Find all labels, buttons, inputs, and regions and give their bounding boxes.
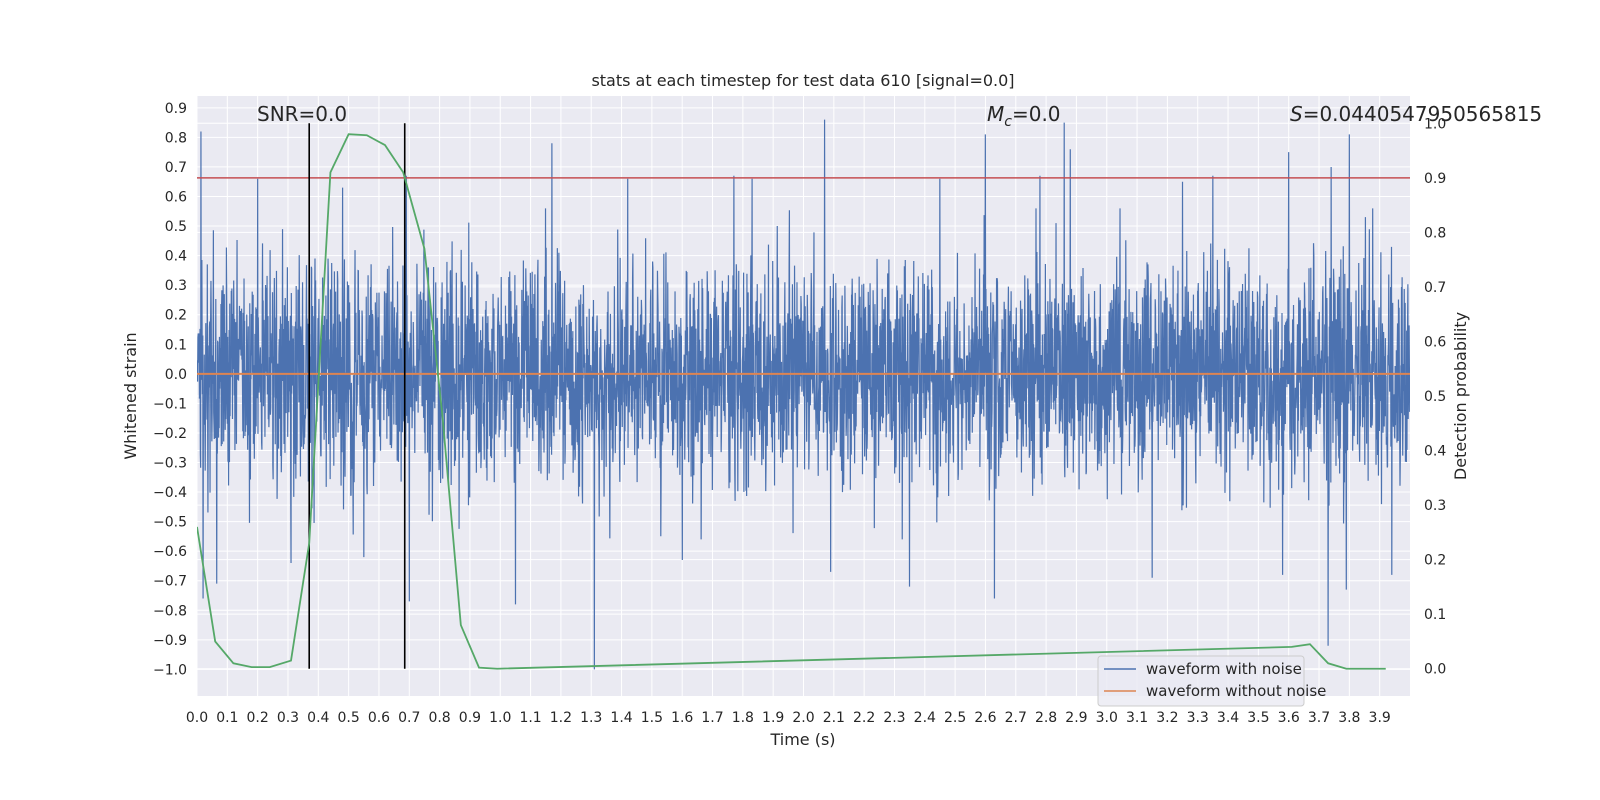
y-tick-label: −0.2 — [153, 426, 187, 442]
x-tick-label: 2.2 — [853, 710, 875, 726]
x-tick-label: 0.1 — [216, 710, 238, 726]
y-tick-label: 0.0 — [165, 367, 187, 383]
x-tick-label: 1.9 — [762, 710, 784, 726]
legend-label-clean: waveform without noise — [1146, 682, 1326, 700]
x-tick-label: 3.4 — [1217, 710, 1239, 726]
y-tick-label: −1.0 — [153, 662, 187, 678]
y2-tick-label: 0.1 — [1424, 607, 1446, 623]
x-tick-label: 1.1 — [519, 710, 541, 726]
y-tick-label: −0.8 — [153, 603, 187, 619]
y2-axis-label: Detection probability — [1451, 312, 1470, 480]
y-tick-label: −0.3 — [153, 456, 187, 472]
x-tick-label: 2.4 — [914, 710, 936, 726]
x-tick-label: 0.7 — [398, 710, 420, 726]
y2-tick-label: 0.4 — [1424, 444, 1446, 460]
chirp-mass-annotation: Mc=0.0 — [987, 102, 1061, 130]
y-tick-label: −0.9 — [153, 633, 187, 649]
y2-tick-label: 0.0 — [1424, 662, 1446, 678]
x-tick-label: 0.4 — [307, 710, 329, 726]
x-tick-label: 2.9 — [1065, 710, 1087, 726]
tick-labels: 0.0 0.1 0.2 0.3 0.4 0.5 0.6 0.7 0.8 0.9 1.0 1.1 1.2 1… — [153, 101, 1446, 726]
x-tick-label: 3.7 — [1308, 710, 1330, 726]
x-tick-label: 1.0 — [489, 710, 511, 726]
series-layer — [197, 119, 1410, 670]
s-annotation: S=0.0440547950565815 — [1290, 102, 1542, 126]
chart-title: stats at each timestep for test data 610… — [591, 71, 1014, 90]
x-tick-label: 3.3 — [1187, 710, 1209, 726]
y-tick-label: 0.7 — [165, 160, 187, 176]
y-tick-label: 0.4 — [165, 249, 187, 265]
x-tick-label: 3.2 — [1156, 710, 1178, 726]
y-tick-label: 0.1 — [165, 337, 187, 353]
y2-tick-label: 0.7 — [1424, 280, 1446, 296]
x-tick-label: 2.1 — [823, 710, 845, 726]
y-tick-label: −0.6 — [153, 544, 187, 560]
y-tick-label: 0.8 — [165, 130, 187, 146]
x-tick-label: 2.3 — [883, 710, 905, 726]
x-tick-label: 1.3 — [580, 710, 602, 726]
y-tick-label: 0.9 — [165, 101, 187, 117]
y-tick-label: 0.3 — [165, 278, 187, 294]
x-tick-label: 3.5 — [1247, 710, 1269, 726]
x-tick-label: 3.9 — [1369, 710, 1391, 726]
x-tick-label: 1.8 — [732, 710, 754, 726]
x-tick-label: 3.0 — [1096, 710, 1118, 726]
y-tick-label: 0.2 — [165, 308, 187, 324]
x-tick-label: 1.5 — [641, 710, 663, 726]
y-tick-label: −0.1 — [153, 396, 187, 412]
y2-tick-label: 0.3 — [1424, 498, 1446, 514]
x-tick-label: 2.8 — [1035, 710, 1057, 726]
x-tick-label: 1.6 — [671, 710, 693, 726]
y-tick-label: −0.4 — [153, 485, 187, 501]
x-axis-label: Time (s) — [769, 730, 835, 749]
x-tick-label: 0.3 — [277, 710, 299, 726]
y2-tick-label: 0.9 — [1424, 171, 1446, 187]
x-tick-label: 0.0 — [186, 710, 208, 726]
x-tick-label: 1.4 — [610, 710, 632, 726]
x-tick-label: 0.9 — [459, 710, 481, 726]
x-tick-label: 0.5 — [337, 710, 359, 726]
legend-label-noise: waveform with noise — [1146, 660, 1302, 678]
y-tick-label: 0.5 — [165, 219, 187, 235]
x-tick-label: 2.6 — [974, 710, 996, 726]
x-tick-label: 3.6 — [1278, 710, 1300, 726]
x-tick-label: 3.1 — [1126, 710, 1148, 726]
x-tick-label: 1.7 — [701, 710, 723, 726]
y-tick-label: 0.6 — [165, 189, 187, 205]
x-tick-label: 2.0 — [792, 710, 814, 726]
legend: waveform with noise waveform without noi… — [1097, 655, 1326, 707]
y2-tick-label: 0.2 — [1424, 553, 1446, 569]
y2-tick-label: 1.0 — [1424, 116, 1446, 132]
y2-tick-label: 0.6 — [1424, 334, 1446, 350]
legend-frame — [1097, 655, 1305, 707]
y-tick-label: −0.5 — [153, 515, 187, 531]
x-tick-label: 0.8 — [428, 710, 450, 726]
x-tick-label: 0.2 — [247, 710, 269, 726]
x-tick-label: 0.6 — [368, 710, 390, 726]
y2-tick-label: 0.8 — [1424, 225, 1446, 241]
detection-probability-line — [197, 133, 1386, 670]
y2-tick-label: 0.5 — [1424, 389, 1446, 405]
x-tick-label: 3.8 — [1338, 710, 1360, 726]
y-tick-label: −0.7 — [153, 574, 187, 590]
x-tick-label: 2.5 — [944, 710, 966, 726]
snr-annotation: SNR=0.0 — [257, 102, 347, 126]
x-tick-label: 1.2 — [550, 710, 572, 726]
y-axis-label: Whitened strain — [121, 332, 140, 459]
x-tick-label: 2.7 — [1005, 710, 1027, 726]
